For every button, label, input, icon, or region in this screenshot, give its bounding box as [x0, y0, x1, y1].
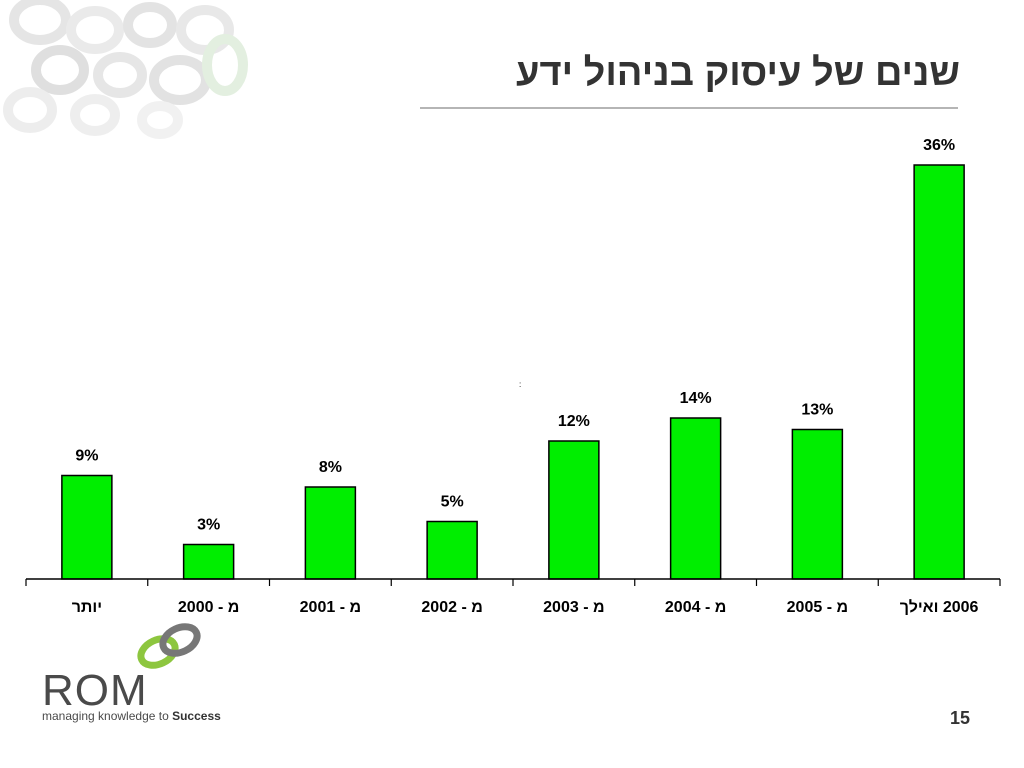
category-label-2: מ - 2000 [178, 599, 239, 616]
category-label-7: מ - 2005 [787, 599, 848, 616]
brand-tagline: managing knowledge to Success [42, 709, 221, 723]
data-label-8: 36% [923, 137, 955, 154]
tagline-bold: Success [172, 709, 221, 723]
tagline-text: managing knowledge to [42, 709, 173, 723]
bar-6 [669, 417, 722, 580]
category-label-4: מ - 2002 [421, 599, 482, 616]
decorative-swirl-graphic [3, 0, 248, 139]
data-label-6: 14% [680, 390, 712, 407]
bar-2 [182, 543, 235, 580]
data-label-3: 8% [319, 459, 342, 476]
stray-mark: : [519, 380, 522, 389]
bar-7 [791, 428, 844, 580]
category-label-8: 2006 ואילך [900, 598, 979, 616]
rom-logo-icon [137, 623, 201, 669]
bar-1 [61, 474, 113, 580]
category-label-1: יותר [72, 599, 102, 616]
category-label-5: מ - 2003 [543, 599, 604, 616]
data-label-7: 13% [801, 402, 833, 419]
brand-name: ROM [42, 666, 148, 715]
bar-3 [304, 486, 357, 580]
slide-title: שנים של עיסוק בניהול ידע [515, 52, 960, 94]
bar-5 [548, 440, 600, 580]
bar-8 [913, 164, 965, 580]
data-label-2: 3% [197, 517, 220, 534]
category-label-6: מ - 2004 [665, 599, 726, 616]
page-number: 15 [949, 708, 970, 728]
bar-4 [426, 520, 478, 580]
data-label-4: 5% [441, 494, 464, 511]
title-divider [420, 107, 958, 109]
category-label-3: מ - 2001 [300, 599, 361, 616]
data-label-5: 12% [558, 413, 590, 430]
data-label-1: 9% [75, 448, 98, 465]
